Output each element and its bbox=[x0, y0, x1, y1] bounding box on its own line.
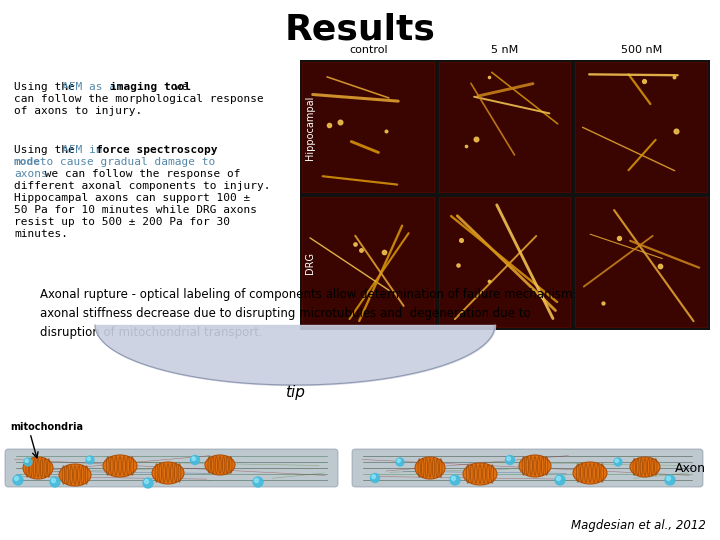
Text: Results: Results bbox=[284, 12, 436, 46]
FancyBboxPatch shape bbox=[5, 449, 338, 487]
Bar bbox=[440, 198, 570, 327]
Text: Magdesian et al., 2012: Magdesian et al., 2012 bbox=[571, 519, 706, 532]
Bar bbox=[576, 198, 707, 327]
Circle shape bbox=[505, 456, 515, 464]
Text: Using the: Using the bbox=[14, 145, 81, 155]
Text: mitochondria: mitochondria bbox=[10, 422, 83, 432]
Circle shape bbox=[13, 475, 23, 485]
Text: Using the: Using the bbox=[14, 82, 81, 92]
Ellipse shape bbox=[573, 462, 607, 484]
Circle shape bbox=[371, 474, 379, 483]
Circle shape bbox=[52, 478, 55, 483]
Circle shape bbox=[143, 478, 153, 488]
Bar bbox=[303, 198, 433, 327]
Circle shape bbox=[191, 456, 199, 464]
FancyBboxPatch shape bbox=[352, 449, 703, 487]
Bar bbox=[438, 197, 572, 328]
Text: resist up to 500 ± 200 Pa for 30: resist up to 500 ± 200 Pa for 30 bbox=[14, 217, 230, 227]
Text: 50 Pa for 10 minutes while DRG axons: 50 Pa for 10 minutes while DRG axons bbox=[14, 205, 257, 215]
Circle shape bbox=[253, 477, 263, 487]
Circle shape bbox=[87, 457, 91, 461]
Bar bbox=[302, 197, 435, 328]
Text: AFM as an: AFM as an bbox=[62, 82, 130, 92]
Circle shape bbox=[555, 475, 565, 485]
Circle shape bbox=[614, 458, 622, 466]
Ellipse shape bbox=[415, 457, 445, 479]
Text: minutes.: minutes. bbox=[14, 229, 68, 239]
Circle shape bbox=[451, 476, 456, 481]
Text: we: we bbox=[168, 82, 188, 92]
Text: we can follow the response of: we can follow the response of bbox=[38, 169, 240, 179]
Circle shape bbox=[557, 476, 560, 481]
Bar bbox=[302, 62, 435, 193]
Text: can follow the morphological response: can follow the morphological response bbox=[14, 94, 264, 104]
Text: of axons to injury.: of axons to injury. bbox=[14, 106, 143, 116]
Text: to cause gradual damage to: to cause gradual damage to bbox=[33, 157, 215, 167]
Text: Hippocampal: Hippocampal bbox=[305, 96, 315, 160]
Text: Hippocampal axons can support 100 ±: Hippocampal axons can support 100 ± bbox=[14, 193, 251, 203]
Circle shape bbox=[145, 480, 148, 483]
Text: AFM in: AFM in bbox=[62, 145, 109, 155]
Circle shape bbox=[50, 477, 60, 487]
Text: Axonal rupture - optical labeling of components allow determination of failure m: Axonal rupture - optical labeling of com… bbox=[40, 288, 577, 339]
Bar bbox=[576, 63, 707, 192]
Circle shape bbox=[396, 458, 404, 466]
Bar bbox=[575, 62, 708, 193]
Text: Axon: Axon bbox=[675, 462, 706, 475]
Circle shape bbox=[14, 476, 19, 481]
Circle shape bbox=[507, 457, 510, 461]
Bar bbox=[440, 63, 570, 192]
Ellipse shape bbox=[23, 457, 53, 479]
Bar bbox=[438, 62, 572, 193]
Circle shape bbox=[254, 478, 258, 483]
Bar bbox=[300, 60, 710, 330]
Text: imaging tool: imaging tool bbox=[110, 82, 191, 92]
Ellipse shape bbox=[205, 455, 235, 475]
Text: axons: axons bbox=[14, 169, 48, 179]
Text: different axonal components to injury.: different axonal components to injury. bbox=[14, 181, 271, 191]
Text: 5 nM: 5 nM bbox=[491, 45, 518, 55]
Ellipse shape bbox=[103, 455, 137, 477]
Bar bbox=[575, 197, 708, 328]
Circle shape bbox=[615, 459, 618, 462]
Circle shape bbox=[667, 476, 670, 481]
Circle shape bbox=[25, 459, 28, 462]
Ellipse shape bbox=[59, 464, 91, 486]
Circle shape bbox=[450, 475, 460, 485]
Circle shape bbox=[192, 457, 195, 461]
Ellipse shape bbox=[463, 463, 497, 485]
Text: force spectroscopy: force spectroscopy bbox=[96, 145, 217, 155]
Circle shape bbox=[397, 459, 400, 462]
Ellipse shape bbox=[630, 457, 660, 477]
Circle shape bbox=[665, 475, 675, 485]
Bar bbox=[303, 63, 433, 192]
Text: 500 nM: 500 nM bbox=[621, 45, 662, 55]
Circle shape bbox=[24, 458, 32, 466]
Ellipse shape bbox=[152, 462, 184, 484]
Text: tip: tip bbox=[285, 384, 305, 400]
Text: control: control bbox=[349, 45, 387, 55]
Ellipse shape bbox=[519, 455, 551, 477]
Circle shape bbox=[86, 456, 94, 464]
Text: DRG: DRG bbox=[305, 252, 315, 273]
Text: mode: mode bbox=[14, 157, 41, 167]
Circle shape bbox=[372, 475, 375, 478]
